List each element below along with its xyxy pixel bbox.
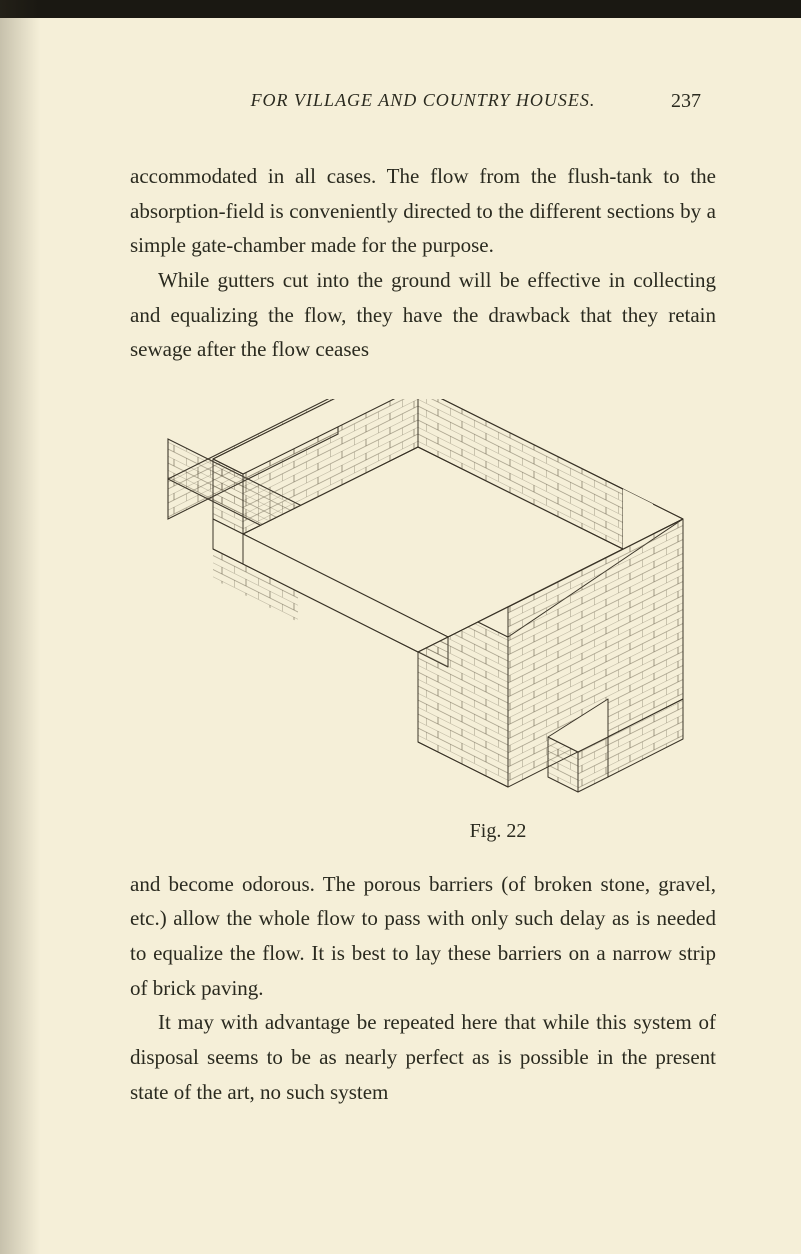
page-top-edge: [0, 0, 801, 18]
paragraph-2: While gutters cut into the ground will b…: [130, 263, 716, 367]
figure-22: Fig. 22: [130, 399, 716, 843]
paragraph-4: It may with advantage be repeated here t…: [130, 1005, 716, 1109]
page-header: FOR VILLAGE AND COUNTRY HOUSES. 237: [130, 90, 716, 111]
figure-caption: Fig. 22: [470, 820, 527, 843]
paragraph-3: and become odorous. The porous barriers …: [130, 867, 716, 1006]
paragraph-1: accommodated in all cases. The flow from…: [130, 159, 716, 263]
page-binding-shadow: [0, 0, 40, 1254]
running-title: FOR VILLAGE AND COUNTRY HOUSES.: [130, 90, 716, 111]
body-text: accommodated in all cases. The flow from…: [130, 159, 716, 367]
figure-22-svg: [138, 399, 708, 819]
body-text-2: and become odorous. The porous barriers …: [130, 867, 716, 1109]
page-content: FOR VILLAGE AND COUNTRY HOUSES. 237 acco…: [0, 0, 801, 1169]
page-number: 237: [671, 90, 701, 113]
